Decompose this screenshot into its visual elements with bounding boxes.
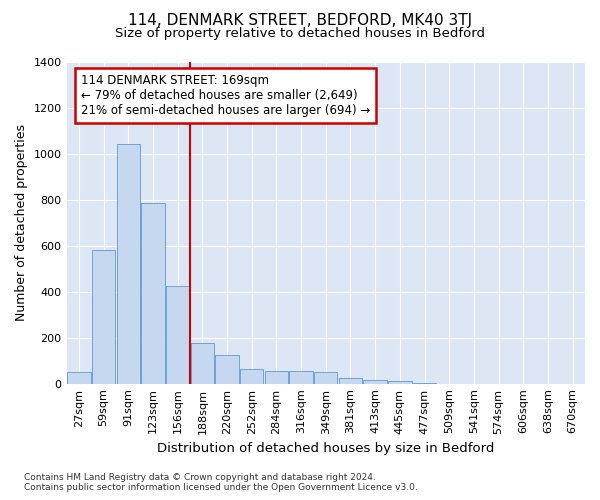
Text: 114, DENMARK STREET, BEDFORD, MK40 3TJ: 114, DENMARK STREET, BEDFORD, MK40 3TJ: [128, 12, 472, 28]
Bar: [388, 382, 412, 384]
Bar: [413, 382, 436, 384]
Text: Size of property relative to detached houses in Bedford: Size of property relative to detached ho…: [115, 28, 485, 40]
Bar: [141, 203, 164, 384]
Bar: [339, 378, 362, 384]
Bar: [289, 371, 313, 384]
Bar: [265, 371, 288, 384]
Bar: [166, 286, 190, 384]
Y-axis label: Number of detached properties: Number of detached properties: [15, 124, 28, 321]
Bar: [314, 372, 337, 384]
Bar: [67, 372, 91, 384]
Bar: [116, 144, 140, 384]
X-axis label: Distribution of detached houses by size in Bedford: Distribution of detached houses by size …: [157, 442, 494, 455]
Bar: [215, 355, 239, 384]
Text: Contains HM Land Registry data © Crown copyright and database right 2024.
Contai: Contains HM Land Registry data © Crown c…: [24, 473, 418, 492]
Bar: [364, 380, 387, 384]
Bar: [191, 342, 214, 384]
Bar: [92, 250, 115, 384]
Bar: [240, 368, 263, 384]
Text: 114 DENMARK STREET: 169sqm
← 79% of detached houses are smaller (2,649)
21% of s: 114 DENMARK STREET: 169sqm ← 79% of deta…: [81, 74, 370, 117]
